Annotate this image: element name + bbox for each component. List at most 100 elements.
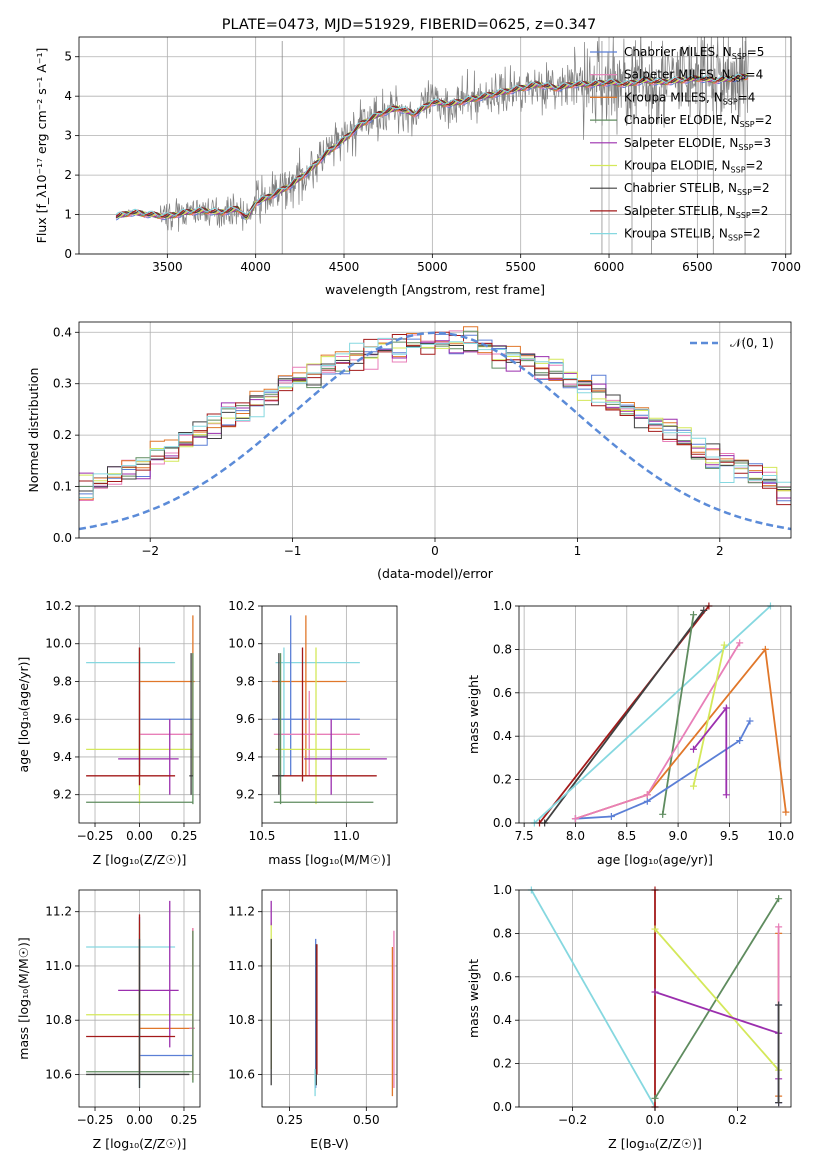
model-spectrum-8 bbox=[115, 73, 749, 217]
x-tick-label: 0.25 bbox=[171, 829, 198, 843]
x-tick-label: 0.25 bbox=[276, 1113, 303, 1127]
weight-line-7 bbox=[692, 644, 726, 787]
x-tick-label: −2 bbox=[141, 544, 159, 558]
weight-marker bbox=[643, 797, 651, 805]
figure-title: PLATE=0473, MJD=51929, FIBERID=0625, z=0… bbox=[222, 17, 596, 33]
y-tick-label: 9.4 bbox=[53, 750, 72, 764]
x-tick-label: 4000 bbox=[240, 260, 271, 274]
panel-7-xlabel: Z [log₁₀(Z/Z☉)] bbox=[608, 1136, 702, 1151]
weight-marker bbox=[775, 1099, 783, 1107]
panel-3-frame bbox=[261, 605, 398, 824]
weight-line-3 bbox=[661, 614, 695, 815]
x-tick-label: −0.25 bbox=[77, 829, 114, 843]
y-tick-label: 3 bbox=[64, 129, 72, 143]
weight-line-8 bbox=[692, 705, 728, 795]
x-tick-label: 0.50 bbox=[353, 1113, 380, 1127]
y-tick-label: 0.8 bbox=[493, 642, 512, 656]
legend-label: Chabrier STELIB, N bbox=[624, 181, 737, 195]
y-tick-label: 10.0 bbox=[228, 637, 255, 651]
y-tick-label: 0.1 bbox=[53, 480, 72, 494]
weight-marker bbox=[643, 791, 651, 799]
y-tick-label: 1.0 bbox=[493, 883, 512, 897]
y-tick-label: 9.8 bbox=[236, 674, 255, 688]
x-tick-label: 0.0 bbox=[645, 1113, 664, 1127]
y-tick-label: 10.0 bbox=[45, 637, 72, 651]
legend-label: Kroupa STELIB, N bbox=[624, 227, 728, 241]
weight-line-6 bbox=[575, 642, 741, 820]
x-tick-label: 9.0 bbox=[669, 829, 688, 843]
weight-line-2 bbox=[533, 606, 772, 823]
histogram-xlabel: (data-model)/error bbox=[377, 566, 494, 581]
x-tick-label: 10.5 bbox=[249, 829, 276, 843]
legend-nssp: =4 bbox=[746, 68, 764, 82]
panel-5-ylabel: mass [log₁₀(M/M☉)] bbox=[16, 937, 31, 1059]
y-tick-label: 0.6 bbox=[493, 686, 512, 700]
panel-4-ylabel: mass weight bbox=[466, 675, 481, 754]
y-tick-label: 9.8 bbox=[53, 674, 72, 688]
y-tick-label: 0.6 bbox=[493, 970, 512, 984]
x-tick-label: −0.2 bbox=[558, 1113, 587, 1127]
weight-marker bbox=[700, 606, 708, 614]
x-tick-label: 1 bbox=[574, 544, 582, 558]
weight-marker bbox=[571, 815, 579, 823]
x-tick-label: 4500 bbox=[329, 260, 360, 274]
legend-label: Salpeter STELIB, N bbox=[624, 204, 736, 218]
legend-entry: Kroupa ELODIE, NSSP=2 bbox=[624, 159, 763, 175]
weight-marker bbox=[689, 745, 697, 753]
x-tick-label: 10.0 bbox=[767, 829, 794, 843]
y-tick-label: 10.6 bbox=[228, 1067, 255, 1081]
weight-marker bbox=[775, 895, 783, 903]
weight-marker bbox=[689, 782, 697, 790]
legend-label: Kroupa ELODIE, N bbox=[624, 159, 731, 173]
panel-0-frame bbox=[78, 36, 792, 255]
x-tick-label: 2 bbox=[716, 544, 724, 558]
panel-7-ylabel: mass weight bbox=[466, 959, 481, 1038]
y-tick-label: 1 bbox=[64, 208, 72, 222]
legend-nssp: =2 bbox=[755, 113, 773, 127]
y-tick-label: 0.4 bbox=[493, 1013, 512, 1027]
y-tick-label: 0.0 bbox=[493, 1100, 512, 1114]
legend-label: Kroupa MILES, N bbox=[624, 90, 723, 104]
y-tick-label: 10.2 bbox=[45, 599, 72, 613]
y-tick-label: 0.4 bbox=[493, 729, 512, 743]
weight-marker bbox=[722, 791, 730, 799]
legend-entry: Salpeter STELIB, NSSP=2 bbox=[624, 204, 768, 220]
x-tick-label: 5500 bbox=[505, 260, 536, 274]
x-tick-label: 9.5 bbox=[720, 829, 739, 843]
panel-6-xlabel: E(B-V) bbox=[310, 1136, 349, 1151]
x-tick-label: 5000 bbox=[417, 260, 448, 274]
x-tick-label: 7.5 bbox=[515, 829, 534, 843]
y-tick-label: 0.2 bbox=[493, 773, 512, 787]
y-tick-label: 0.4 bbox=[53, 325, 72, 339]
legend-entry: Kroupa MILES, NSSP=4 bbox=[624, 90, 755, 106]
y-tick-label: 2 bbox=[64, 168, 72, 182]
x-tick-label: 7000 bbox=[770, 260, 801, 274]
legend-label: Salpeter MILES, N bbox=[624, 68, 731, 82]
weight-line-3 bbox=[654, 928, 780, 1071]
legend-entry: Salpeter MILES, NSSP=4 bbox=[624, 68, 763, 84]
panel-6-grid bbox=[262, 890, 397, 1107]
weight-marker bbox=[651, 988, 659, 996]
spectrum-xlabel: wavelength [Angstrom, rest frame] bbox=[325, 282, 545, 297]
legend-entry: Kroupa STELIB, NSSP=2 bbox=[624, 227, 761, 243]
y-tick-label: 9.6 bbox=[236, 712, 255, 726]
weight-marker bbox=[689, 611, 697, 619]
y-tick-label: 10.6 bbox=[45, 1067, 72, 1081]
y-tick-label: 5 bbox=[64, 50, 72, 64]
weight-marker bbox=[720, 641, 728, 649]
weight-line-4 bbox=[575, 647, 787, 820]
x-tick-label: −0.25 bbox=[77, 1113, 114, 1127]
legend-nssp: =2 bbox=[751, 204, 769, 218]
legend-entry: Chabrier ELODIE, NSSP=2 bbox=[624, 113, 772, 129]
y-tick-label: 11.2 bbox=[228, 905, 255, 919]
y-tick-label: 0 bbox=[64, 247, 72, 261]
x-tick-label: 3500 bbox=[152, 260, 183, 274]
y-tick-label: 9.2 bbox=[236, 788, 255, 802]
panel-6-frame bbox=[261, 889, 398, 1108]
weight-marker bbox=[607, 812, 615, 820]
y-tick-label: 11.0 bbox=[228, 959, 255, 973]
x-tick-label: 6000 bbox=[594, 260, 625, 274]
panel-3-grid bbox=[261, 605, 397, 823]
y-tick-label: 0.0 bbox=[53, 531, 72, 545]
